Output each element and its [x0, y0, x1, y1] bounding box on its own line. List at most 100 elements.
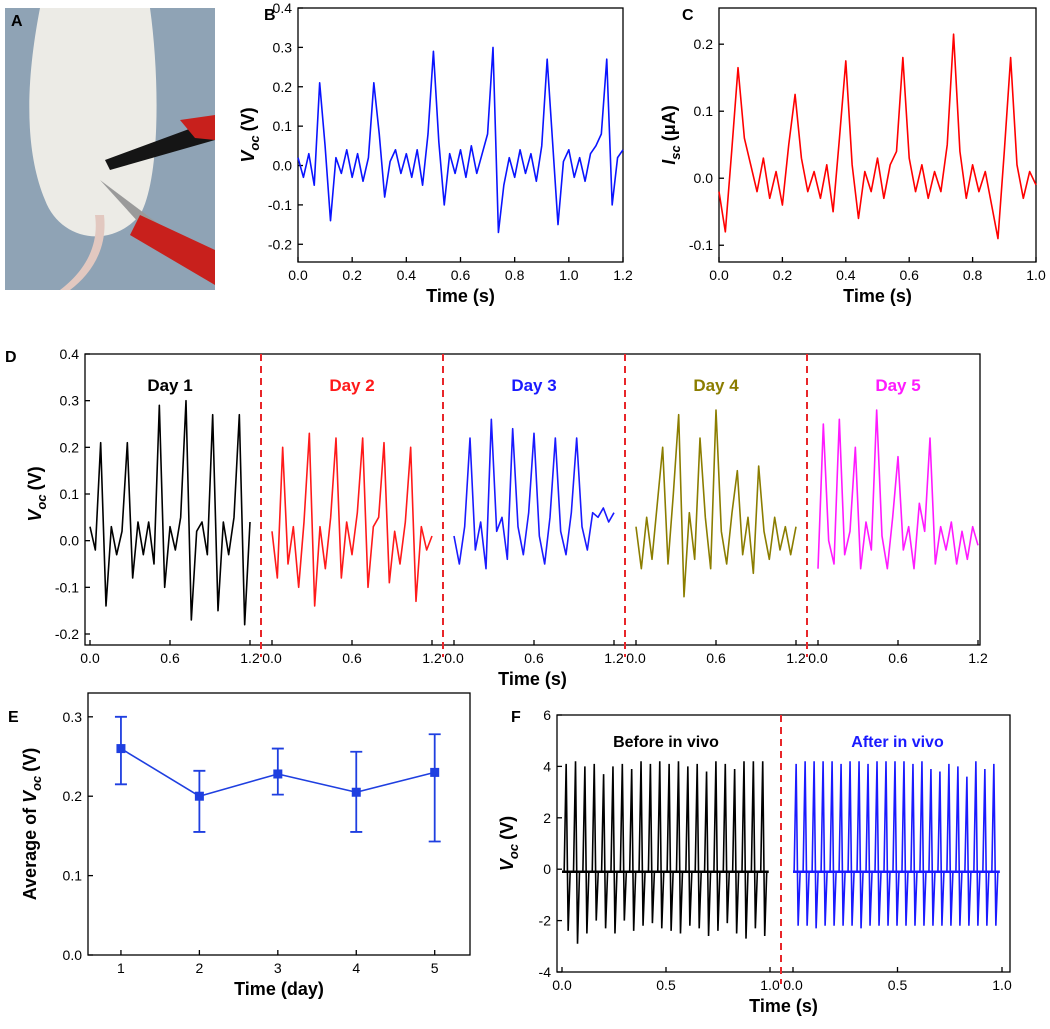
spike	[901, 761, 909, 926]
panel: B -0.2 -0.1 0.0 0.1 0.2 0.3 0.4 0.0 0.2 0.4 0.6 0.8 1…	[238, 0, 633, 306]
y-tick-label: 0.0	[63, 947, 83, 963]
y-axis-title-part: (V)	[20, 748, 40, 772]
y-axis-title-part: oc	[29, 775, 44, 791]
y-axis-title-part: (μA)	[659, 105, 679, 141]
spike	[675, 761, 684, 934]
y-tick-label: 4	[543, 758, 551, 774]
x-tick-label: 1.0	[559, 267, 579, 283]
x-axis-title: Time (s)	[426, 286, 495, 306]
x-tick-label: 0.6	[524, 650, 544, 666]
y-axis-title-part: Average of	[20, 807, 40, 900]
y-tick-label: 0.2	[60, 439, 80, 455]
spike	[802, 761, 810, 926]
panel-label: E	[8, 709, 19, 726]
x-tick-label: 0.4	[836, 267, 856, 283]
plot-frame	[718, 7, 1037, 263]
y-axis-title: Voc (V)	[25, 466, 49, 521]
spike	[892, 761, 900, 926]
segment-label: Day 1	[147, 376, 192, 395]
x-tick-label: 4	[352, 960, 360, 976]
spike	[928, 768, 936, 926]
spike	[919, 761, 927, 926]
spike	[582, 766, 590, 934]
x-tick-label: 0.5	[888, 977, 908, 993]
y-tick-label: 0.1	[60, 486, 80, 502]
y-axis-title-part: V	[25, 508, 45, 522]
y-axis-title-part: oc	[34, 494, 49, 510]
x-tick-label: 0.2	[342, 267, 362, 283]
spike	[656, 761, 665, 929]
spike	[856, 761, 864, 929]
y-tick-label: -2	[539, 913, 552, 929]
x-tick-label: 0.6	[160, 650, 180, 666]
x-tick-label: 1.0	[992, 977, 1012, 993]
x-tick-label: 0.0	[808, 650, 828, 666]
signal-line	[453, 418, 615, 570]
spike	[759, 761, 768, 937]
y-tick-label: 0.0	[273, 158, 293, 174]
spike	[703, 771, 712, 937]
plot-frame	[87, 692, 471, 956]
signal-line	[89, 399, 251, 626]
y-tick-label: 0.3	[63, 709, 83, 725]
y-tick-label: 0.0	[60, 533, 80, 549]
x-tick-label: 1.2	[786, 650, 806, 666]
spike	[619, 763, 628, 921]
y-tick-label: 6	[543, 707, 551, 723]
spike	[741, 761, 749, 939]
y-axis-title-part: (V)	[25, 466, 45, 490]
y-tick-label: 0.2	[694, 36, 714, 52]
segment-label: Day 4	[693, 376, 739, 395]
spike	[811, 761, 819, 929]
x-tick-label: 0.8	[963, 267, 983, 283]
y-tick-label: -0.2	[268, 236, 292, 252]
panel-label: D	[5, 349, 17, 366]
spike	[847, 761, 855, 926]
signal-line	[271, 432, 433, 607]
spike	[600, 774, 609, 929]
spike	[883, 761, 891, 926]
spike	[829, 761, 837, 926]
y-tick-label: 0.2	[273, 79, 293, 95]
segment-label: Day 5	[875, 376, 920, 395]
spike	[563, 763, 571, 931]
y-axis-title-part: sc	[668, 144, 683, 159]
panel-label: F	[511, 709, 521, 726]
x-tick-label: 2	[195, 960, 203, 976]
spike	[685, 766, 693, 926]
y-tick-label: 2	[543, 810, 551, 826]
y-tick-label: -0.1	[268, 197, 292, 213]
spike	[964, 776, 972, 926]
y-axis-title-part: oc	[506, 843, 521, 859]
x-tick-label: 0.6	[706, 650, 726, 666]
photo: A	[5, 8, 215, 290]
y-tick-label: -0.2	[55, 626, 79, 642]
spike	[610, 766, 618, 934]
spike	[628, 768, 637, 931]
segment-label: Day 2	[329, 376, 374, 395]
x-tick-label: 0.0	[626, 650, 646, 666]
plot-frame	[84, 353, 981, 646]
spike	[750, 761, 759, 929]
x-tick-label: 3	[274, 960, 282, 976]
y-axis-title: Average of Voc (V)	[20, 748, 44, 901]
x-tick-label: 0.8	[505, 267, 525, 283]
y-tick-label: 0.4	[60, 346, 80, 362]
panel: C -0.1 0.0 0.1 0.2 0.0 0.2 0.4 0.6 0.8 1.0 Time (s)…	[659, 7, 1046, 306]
spike	[591, 763, 600, 921]
y-tick-label: -4	[539, 964, 552, 980]
panel-label: C	[682, 7, 694, 24]
panel: D-0.2-0.10.00.10.20.30.40.0 0.6 1.2 0.0 0.6 1…	[5, 346, 988, 689]
x-axis-title: Time (s)	[749, 996, 818, 1016]
mean-marker	[430, 767, 440, 777]
error-bar	[193, 769, 206, 833]
photo-rat	[29, 8, 157, 237]
y-tick-label: 0.4	[273, 0, 293, 16]
spike	[937, 771, 945, 926]
x-tick-label: 1.2	[613, 267, 633, 283]
x-tick-label: 5	[431, 960, 439, 976]
plot-frame	[297, 7, 624, 263]
x-tick-label: 0.6	[342, 650, 362, 666]
x-axis-title: Time (s)	[498, 669, 567, 689]
